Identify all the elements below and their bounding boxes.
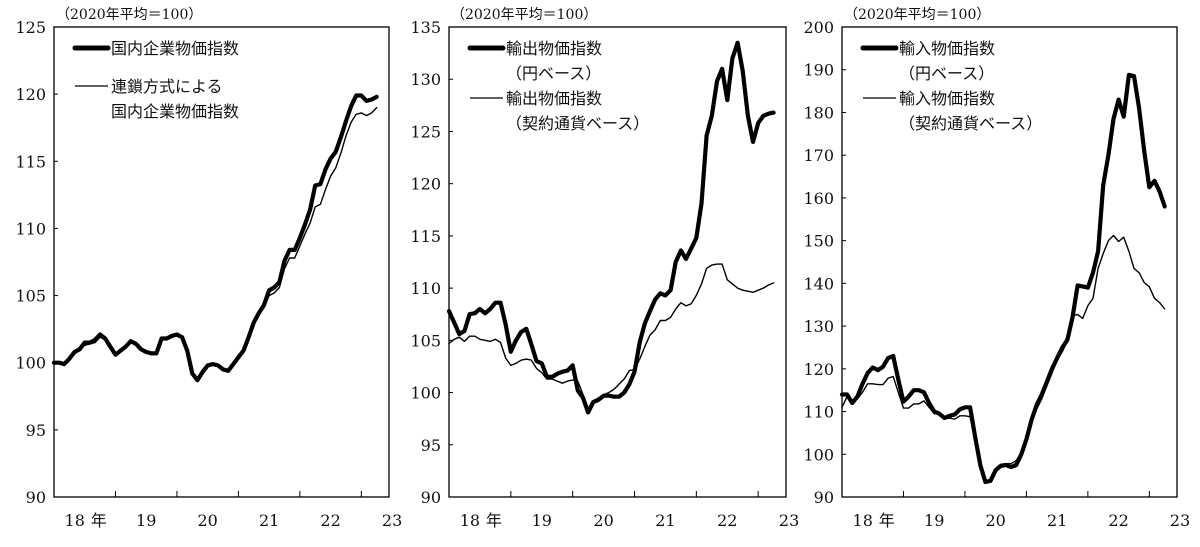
chart-panel-domestic: （2020年平均＝100） 90 95 100 105 110 115 120 125 18 年 19… — [15, 7, 402, 530]
x-tick-label: 21 — [1047, 511, 1067, 530]
y-tick-label: 110 — [410, 279, 441, 298]
y-tick-label: 110 — [803, 403, 834, 422]
y-tick-label: 140 — [803, 274, 834, 293]
unit-note: （2020年平均＝100） — [451, 7, 597, 23]
y-tick-label: 115 — [410, 227, 441, 246]
y-tick-label: 120 — [803, 360, 834, 379]
y-tick-label: 105 — [410, 331, 441, 350]
y-tick-label: 115 — [15, 152, 46, 171]
y-tick-label: 90 — [26, 488, 46, 507]
x-tick-label: 18 — [65, 511, 85, 530]
unit-note: （2020年平均＝100） — [56, 7, 202, 23]
legend-label: 輸出物価指数 — [506, 39, 602, 58]
legend-label: 国内企業物価指数 — [111, 102, 239, 121]
y-tick-label: 150 — [803, 232, 834, 251]
series-line-secondary — [53, 106, 378, 381]
y-tick-label: 100 — [803, 445, 834, 464]
series-line-secondary — [841, 234, 1166, 483]
x-tick-label: 20 — [197, 511, 217, 530]
x-axis-year-unit: 年 — [91, 511, 107, 530]
series-line-secondary — [448, 263, 775, 409]
x-tick-label: 22 — [717, 511, 737, 530]
series-line-primary — [446, 40, 776, 415]
y-tick-label: 110 — [15, 219, 46, 238]
legend: 輸出物価指数 （円ベース） 輸出物価指数 （契約通貨ベース） — [467, 39, 649, 133]
legend-label: （契約通貨ベース） — [506, 114, 649, 133]
chart-panel-export: （2020年平均＝100） 90 95 100 105 110 115 120 125 130 13… — [410, 7, 799, 530]
y-tick-label: 130 — [803, 317, 834, 336]
y-tick-label: 105 — [15, 287, 46, 306]
x-axis-year-unit: 年 — [879, 511, 895, 530]
x-axis-year-unit: 年 — [486, 511, 502, 530]
legend-label: 輸入物価指数 — [899, 39, 995, 58]
x-tick-label: 20 — [985, 511, 1005, 530]
x-tick-label: 20 — [593, 511, 613, 530]
y-tick-label: 200 — [803, 18, 834, 37]
y-tick-label: 160 — [803, 189, 834, 208]
x-tick-label: 19 — [136, 511, 156, 530]
y-tick-label: 90 — [421, 488, 441, 507]
y-tick-label: 95 — [421, 436, 441, 455]
y-tick-label: 125 — [15, 18, 46, 37]
series-line-primary — [839, 72, 1167, 485]
legend-label: 輸出物価指数 — [506, 89, 602, 108]
y-tick-label: 130 — [410, 70, 441, 89]
x-tick-label: 23 — [382, 511, 402, 530]
x-tick-label: 19 — [532, 511, 552, 530]
y-tick-label: 190 — [803, 61, 834, 80]
legend-label: （円ベース） — [506, 64, 601, 83]
plot-frame — [841, 26, 1178, 498]
x-tick-label: 21 — [655, 511, 675, 530]
x-tick-label: 19 — [924, 511, 944, 530]
y-tick-label: 95 — [26, 421, 46, 440]
x-tick-label: 22 — [320, 511, 340, 530]
x-tick-label: 21 — [259, 511, 279, 530]
legend-label: 国内企業物価指数 — [111, 39, 239, 58]
chart-panel-import: （2020年平均＝100） 90 100 110 120 130 140 150 160 170 1… — [803, 7, 1190, 530]
y-tick-label: 135 — [410, 18, 441, 37]
plot-frame — [448, 26, 787, 498]
y-tick-label: 100 — [15, 354, 46, 373]
unit-note: （2020年平均＝100） — [844, 7, 990, 23]
x-tick-label: 23 — [779, 511, 799, 530]
plot-frame — [53, 26, 390, 498]
y-tick-label: 100 — [410, 384, 441, 403]
legend-label: （円ベース） — [899, 64, 994, 83]
y-tick-label: 180 — [803, 103, 834, 122]
x-tick-label: 22 — [1108, 511, 1128, 530]
x-tick-label: 23 — [1170, 511, 1190, 530]
y-tick-label: 120 — [15, 85, 46, 104]
legend-label: 連鎖方式による — [111, 77, 223, 96]
x-tick-label: 18 — [460, 511, 480, 530]
legend-label: 輸入物価指数 — [899, 89, 995, 108]
series-line-primary — [51, 93, 379, 383]
y-tick-label: 120 — [410, 175, 441, 194]
y-tick-label: 90 — [814, 488, 834, 507]
legend: 輸入物価指数 （円ベース） 輸入物価指数 （契約通貨ベース） — [860, 39, 1042, 133]
legend-label: （契約通貨ベース） — [899, 114, 1042, 133]
y-tick-label: 125 — [410, 122, 441, 141]
x-tick-label: 18 — [853, 511, 873, 530]
y-tick-label: 170 — [803, 146, 834, 165]
